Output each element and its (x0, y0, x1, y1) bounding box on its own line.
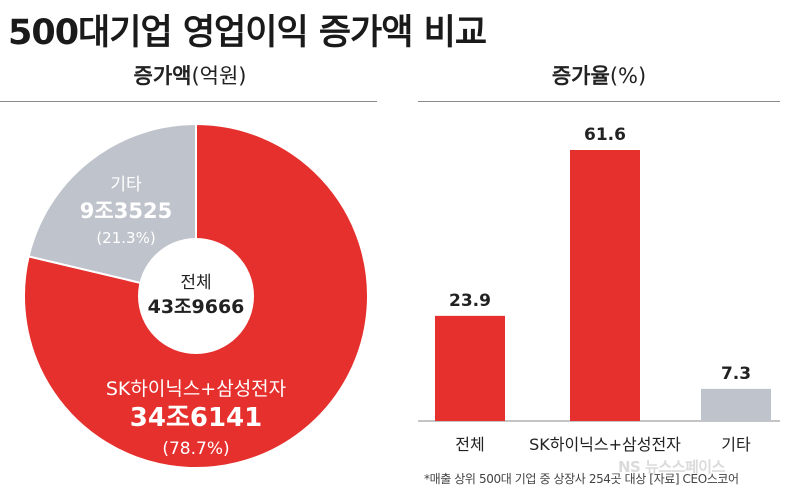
bar-category-label-1: 전체 (455, 435, 484, 454)
rate-panel-divider (418, 101, 780, 102)
watermark-logo: NS 뉴스스페이스 (618, 458, 725, 476)
amount-title-bold: 증가액 (133, 64, 192, 88)
source-footnote: *매출 상위 500대 기업 중 상장사 254곳 대상 [자료] CEO스코어 (424, 472, 739, 486)
bar-value-label-2: 61.6 (584, 125, 626, 145)
amount-panel-title: 증가액(억원) (0, 60, 380, 90)
donut-center-label: 전체 (180, 273, 211, 293)
donut-center-value: 43조9666 (148, 296, 245, 318)
slice-label-gray-value: 9조3525 (80, 199, 172, 223)
amount-panel-divider (0, 101, 377, 102)
slice-label-gray-name: 기타 (110, 175, 142, 195)
rate-title-bold: 증가율 (551, 64, 610, 88)
slice-label-red-percent: (78.7%) (162, 439, 229, 459)
donut-center-hole (138, 238, 254, 354)
bar-value-label-1: 23.9 (449, 291, 491, 311)
rate-title-unit: (%) (609, 64, 647, 88)
bar-category-label-3: 기타 (721, 435, 751, 454)
bar-value-label-3: 7.3 (721, 364, 751, 384)
bar-3 (701, 388, 771, 421)
rate-panel-title: 증가율(%) (418, 60, 780, 90)
amount-title-unit: (억원) (191, 64, 247, 88)
slice-label-gray-percent: (21.3%) (96, 229, 155, 247)
slice-label-red-name: SK하이닉스+삼성전자 (106, 378, 286, 400)
pie-slice-2 (27, 122, 197, 298)
bar-2 (570, 150, 640, 421)
slice-label-red-value: 34조6141 (130, 403, 262, 433)
bar-category-label-2: SK하이닉스+삼성전자 (529, 435, 681, 454)
bar-1 (435, 315, 505, 421)
chart-main-title: 500대기업 영업이익 증가액 비교 (8, 13, 487, 53)
